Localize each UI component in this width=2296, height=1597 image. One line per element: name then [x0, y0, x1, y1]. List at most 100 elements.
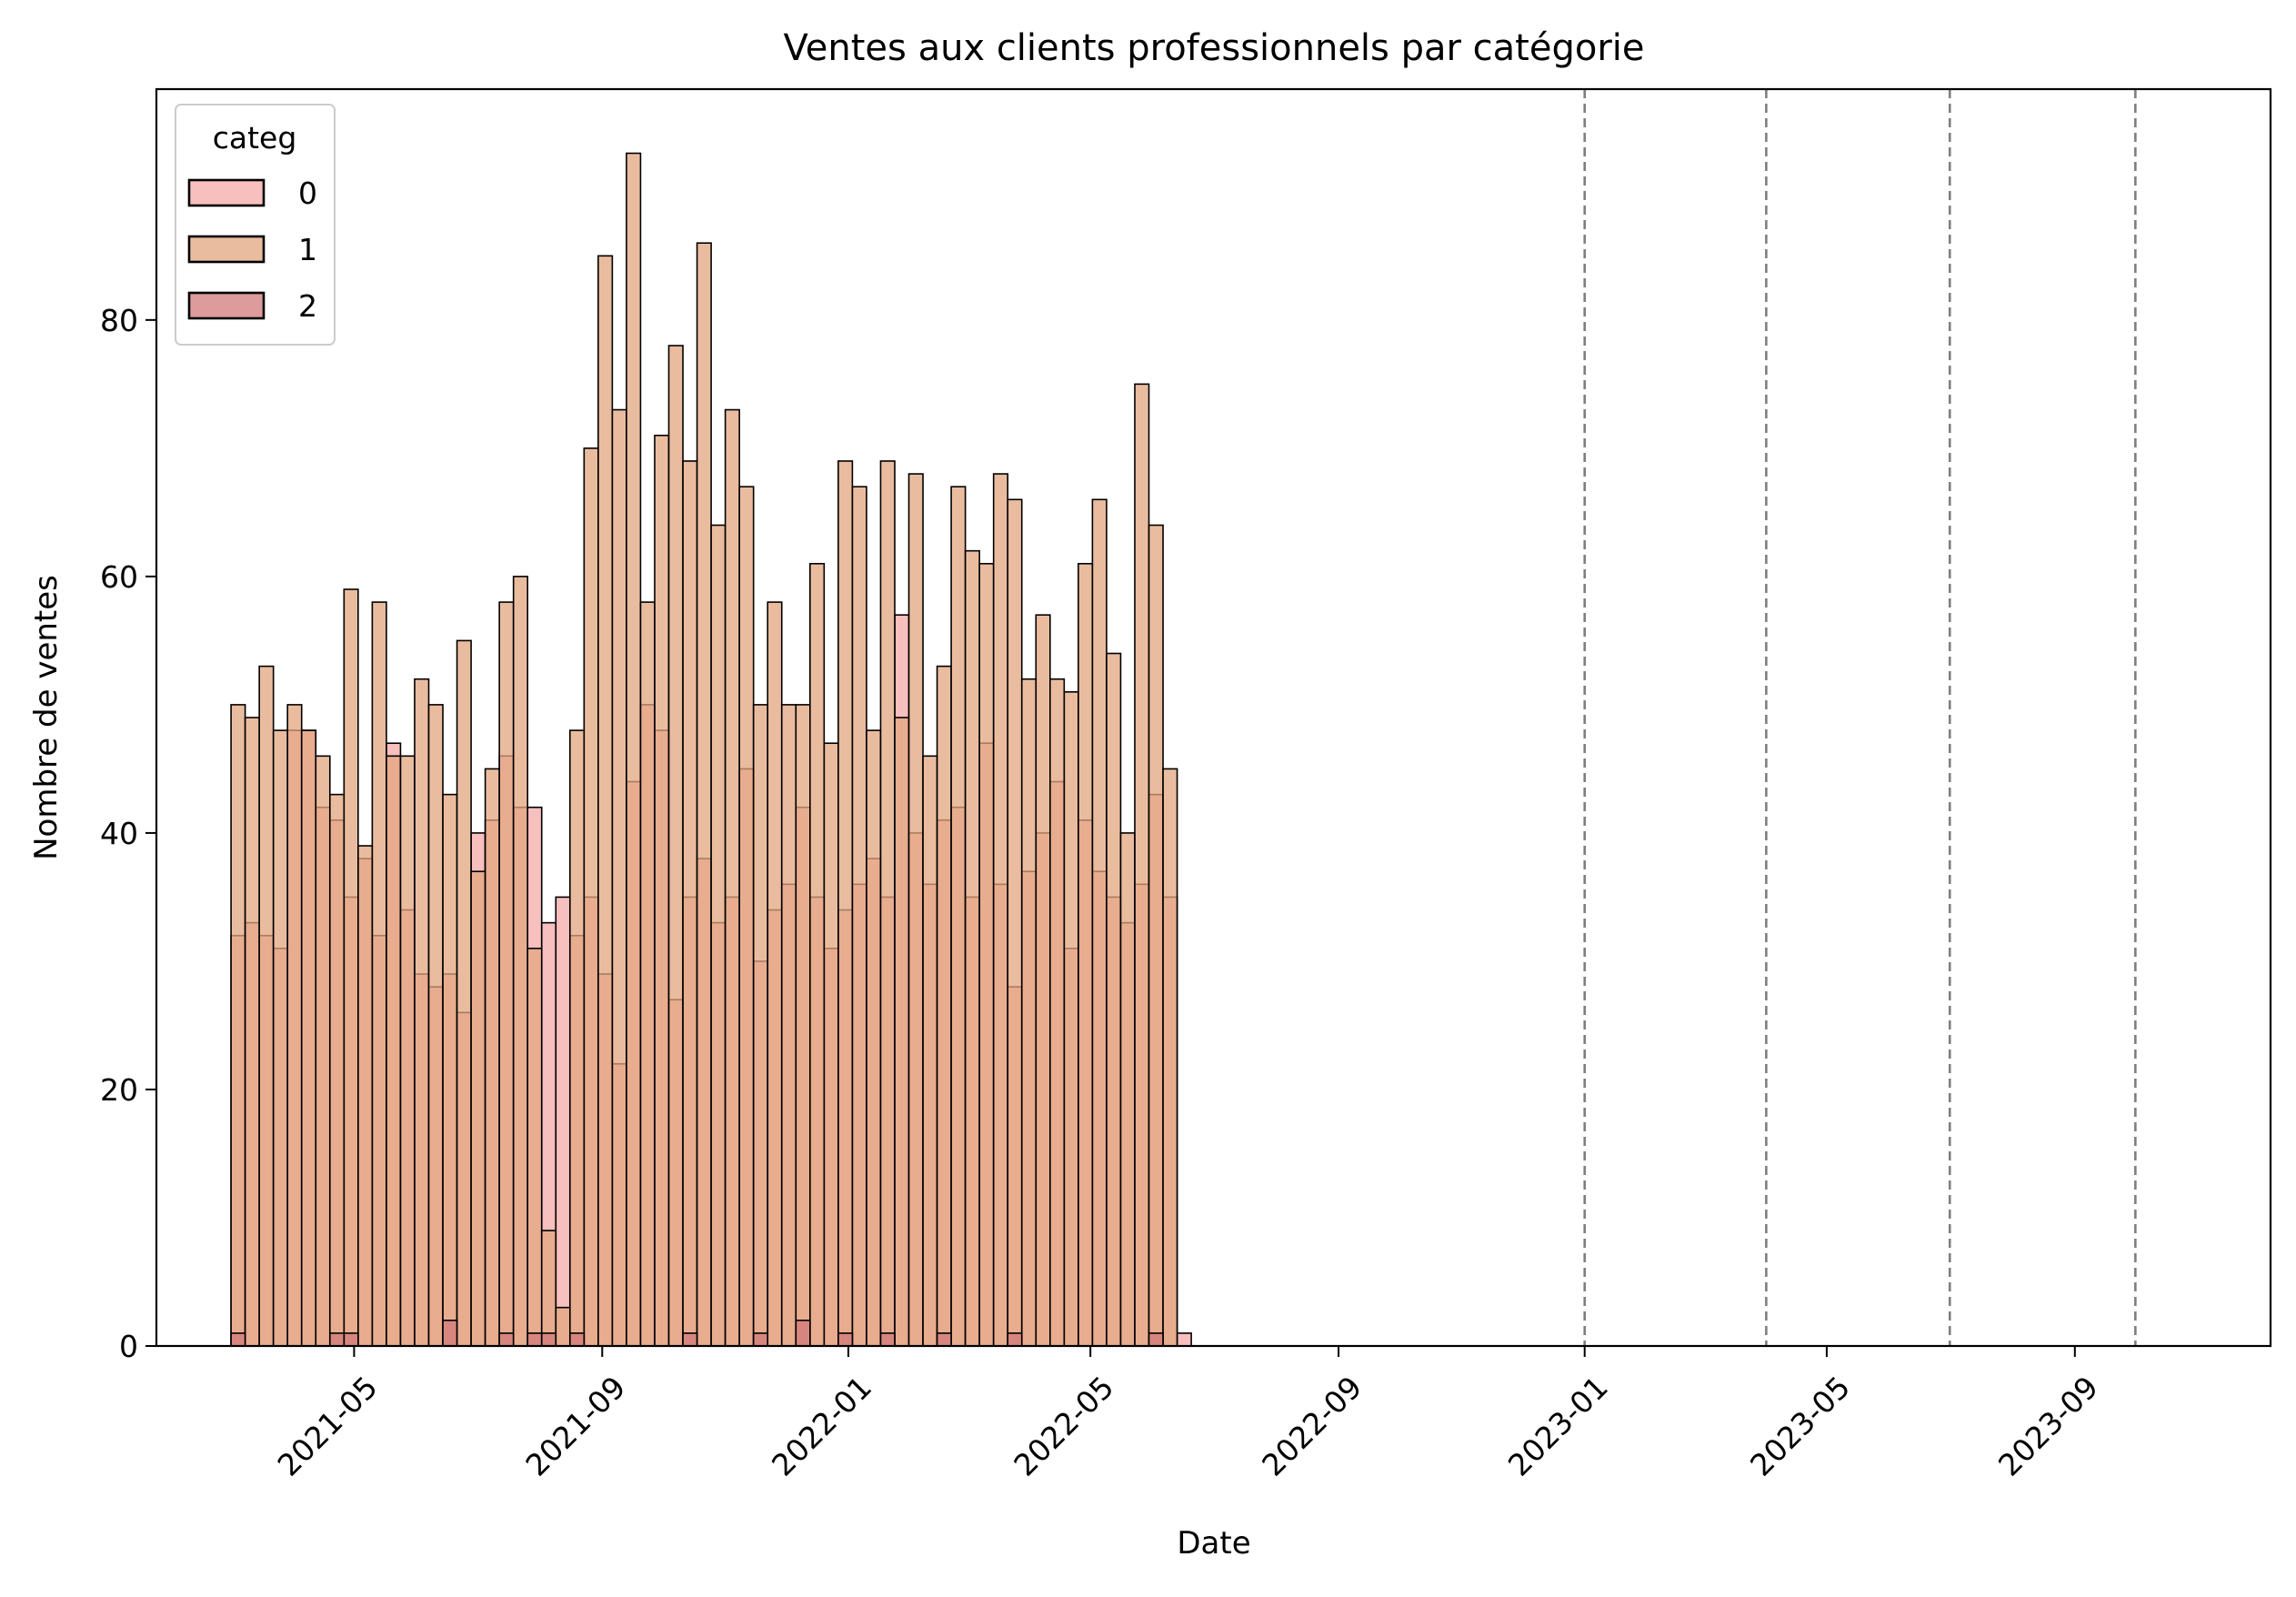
- bar-categ-1: [964, 549, 980, 1347]
- bar-categ-1: [1148, 524, 1164, 1347]
- bar-categ-1: [837, 460, 854, 1347]
- bar-categ-1: [442, 793, 458, 1347]
- bar-categ-1: [780, 704, 797, 1347]
- chart-title: Ventes aux clients professionnels par ca…: [784, 27, 1645, 69]
- x-axis-label: Date: [1177, 1525, 1250, 1562]
- legend-label-2: 2: [298, 288, 317, 324]
- bar-categ-1: [1119, 832, 1136, 1347]
- bar-categ-1: [894, 717, 910, 1347]
- bar-categ-1: [456, 639, 472, 1347]
- bar-categ-1: [752, 704, 769, 1347]
- bar-categ-1: [583, 447, 599, 1347]
- bar-categ-1: [866, 729, 882, 1347]
- bar-categ-1: [328, 793, 346, 1347]
- y-axis-label: Nombre de ventes: [28, 575, 65, 860]
- bar-categ-1: [639, 601, 656, 1347]
- bar-categ-2: [343, 1332, 359, 1347]
- bar-categ-1: [244, 717, 260, 1347]
- bar-categ-1: [738, 486, 755, 1347]
- bar-categ-2: [1007, 1332, 1023, 1347]
- bar-categ-1: [484, 768, 500, 1347]
- bar-categ-1: [258, 665, 275, 1347]
- bar-categ-1: [498, 601, 515, 1347]
- bar-categ-0: [555, 896, 571, 1347]
- bar-categ-1: [343, 588, 359, 1347]
- bar-categ-2: [442, 1320, 458, 1347]
- bar-categ-2: [498, 1332, 515, 1347]
- bar-categ-1: [315, 755, 331, 1347]
- bar-categ-0: [1176, 1332, 1192, 1347]
- bar-categ-1: [1020, 678, 1038, 1347]
- bar-categ-1: [286, 704, 303, 1347]
- bar-categ-1: [300, 729, 317, 1347]
- bar-categ-1: [1035, 614, 1051, 1347]
- bar-categ-1: [767, 601, 783, 1347]
- bar-categ-1: [667, 345, 684, 1347]
- bar-categ-1: [1007, 498, 1023, 1347]
- bar-categ-1: [371, 601, 387, 1347]
- bar-categ-1: [568, 729, 586, 1347]
- bar-categ-1: [1106, 652, 1122, 1347]
- bar-categ-1: [512, 576, 529, 1347]
- reference-lines: [1583, 89, 2137, 1346]
- bar-categ-1: [879, 460, 896, 1347]
- bar-categ-1: [654, 434, 670, 1347]
- bar-categ-1: [555, 1306, 571, 1347]
- bar-categ-1: [526, 948, 543, 1347]
- bar-categ-1: [626, 152, 642, 1347]
- bar-categ-1: [597, 255, 614, 1347]
- legend-swatch-1: [187, 235, 266, 264]
- bar-categ-1: [272, 729, 289, 1347]
- bar-categ-1: [922, 755, 938, 1347]
- bar-categ-1: [1063, 690, 1079, 1347]
- bar-categ-1: [682, 460, 698, 1347]
- bar-categ-2: [540, 1332, 557, 1347]
- legend-swatch-0: [187, 178, 266, 207]
- bar-categ-1: [386, 755, 402, 1347]
- y-tick-label: 60: [100, 559, 138, 595]
- bar-categ-1: [1134, 383, 1150, 1347]
- bar-categ-1: [470, 870, 486, 1347]
- bar-categ-2: [1148, 1332, 1164, 1347]
- bar-categ-1: [611, 408, 627, 1347]
- bar-categ-1: [414, 678, 430, 1347]
- legend-frame: [175, 104, 336, 346]
- y-tick-label: 40: [100, 816, 138, 851]
- bar-categ-1: [724, 408, 740, 1347]
- bar-categ-1: [1091, 498, 1108, 1347]
- bar-categ-1: [540, 1230, 557, 1347]
- bar-categ-1: [795, 704, 811, 1347]
- legend-title: categ: [213, 120, 297, 156]
- bar-categ-1: [230, 704, 246, 1347]
- bar-categ-1: [696, 242, 712, 1347]
- y-axis: 0 20 40 60 80: [100, 303, 156, 1364]
- bar-categ-1: [823, 742, 839, 1347]
- legend-label-1: 1: [298, 232, 317, 267]
- bar-categ-1: [950, 486, 967, 1347]
- y-tick-label: 0: [119, 1329, 138, 1364]
- bar-categ-2: [837, 1332, 854, 1347]
- bar-categ-1: [936, 665, 952, 1347]
- bar-categ-1: [399, 755, 416, 1347]
- bar-categ-2: [526, 1332, 543, 1347]
- bar-categ-2: [328, 1332, 346, 1347]
- bar-categ-1: [808, 562, 826, 1347]
- legend-swatch-2: [187, 291, 266, 320]
- bar-categ-1: [978, 562, 995, 1347]
- plot-frame: [155, 87, 2272, 1348]
- bar-categ-2: [936, 1332, 952, 1347]
- bar-categ-1: [427, 704, 444, 1347]
- y-tick-label: 20: [100, 1072, 138, 1108]
- bar-categ-1: [907, 473, 924, 1347]
- bar-categ-1: [1078, 562, 1094, 1347]
- bar-categ-1: [1162, 768, 1178, 1347]
- bar-categ-1: [710, 524, 727, 1347]
- legend-label-0: 0: [298, 176, 317, 211]
- bar-categ-1: [357, 845, 374, 1347]
- y-tick-label: 80: [100, 303, 138, 338]
- bar-categ-2: [682, 1332, 698, 1347]
- bar-categ-2: [752, 1332, 769, 1347]
- bar-categ-1: [992, 473, 1009, 1347]
